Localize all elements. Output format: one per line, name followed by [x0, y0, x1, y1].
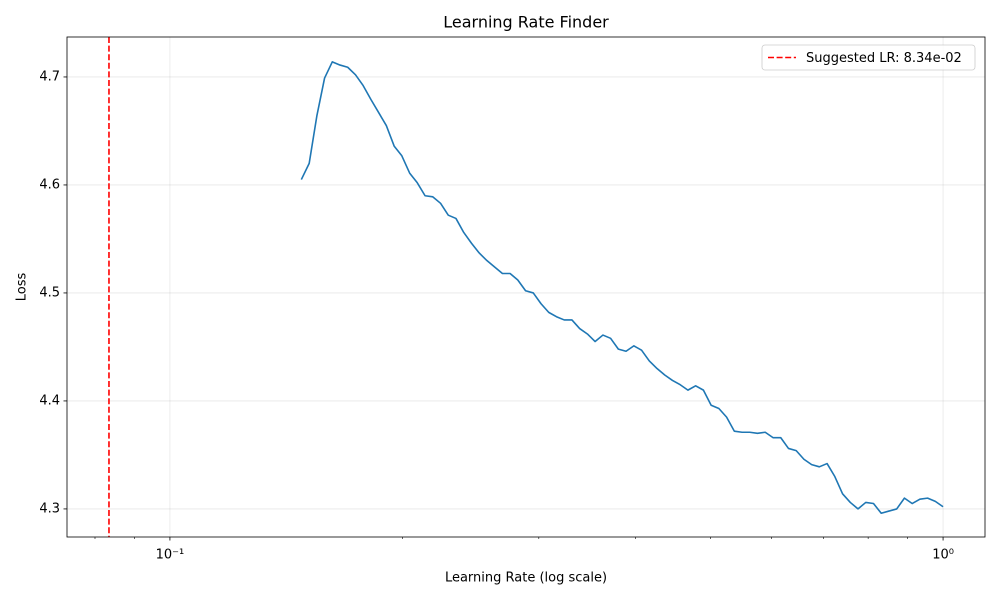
x-tick-label: 10⁻¹	[156, 548, 185, 563]
x-tick-label: 10⁰	[932, 548, 954, 563]
y-tick-label: 4.5	[39, 285, 60, 300]
y-tick-label: 4.7	[39, 69, 60, 84]
axes-frame	[66, 36, 986, 538]
y-tick-label: 4.4	[39, 393, 60, 408]
y-tick-label: 4.6	[39, 177, 60, 192]
chart-title: Learning Rate Finder	[443, 13, 609, 32]
y-tick-label: 4.3	[39, 501, 60, 516]
legend-label: Suggested LR: 8.34e-02	[806, 51, 962, 66]
y-axis-label: Loss	[15, 273, 30, 302]
x-axis-label: Learning Rate (log scale)	[445, 571, 607, 586]
loss-line	[300, 61, 944, 515]
legend-box	[761, 44, 976, 71]
